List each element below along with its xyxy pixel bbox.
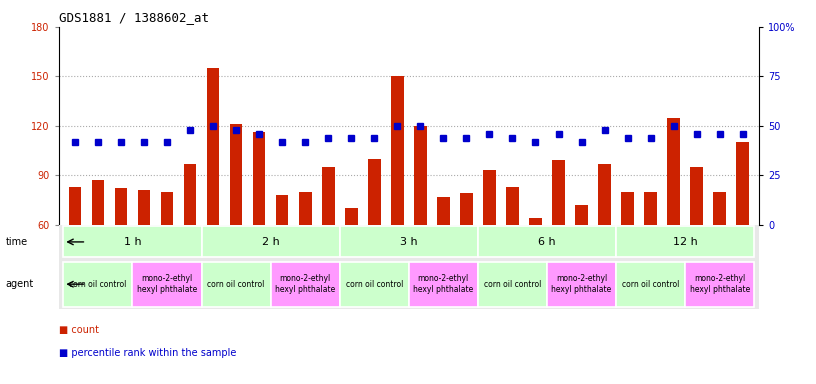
Bar [616,262,685,307]
Text: mono-2-ethyl
hexyl phthalate: mono-2-ethyl hexyl phthalate [690,274,750,294]
Bar [460,193,472,225]
Text: corn oil control: corn oil control [346,280,403,289]
Bar [529,218,542,225]
Bar [299,192,312,225]
Bar [64,227,202,258]
Text: mono-2-ethyl
hexyl phthalate: mono-2-ethyl hexyl phthalate [137,274,197,294]
Bar [161,192,173,225]
Bar [645,192,657,225]
Bar [437,197,450,225]
Text: time: time [6,237,28,247]
Bar [478,262,547,307]
Bar [414,126,427,225]
Bar [575,205,588,225]
Text: corn oil control: corn oil control [207,280,264,289]
Bar [690,167,703,225]
Bar [667,118,680,225]
Text: 1 h: 1 h [124,237,141,247]
Bar [64,262,132,307]
Bar [253,132,265,225]
Bar [598,164,611,225]
Bar [138,190,150,225]
Bar [552,161,565,225]
Text: 3 h: 3 h [400,237,418,247]
Text: 6 h: 6 h [539,237,556,247]
Text: corn oil control: corn oil control [69,280,126,289]
Bar [391,76,404,225]
Bar [202,227,339,258]
Bar [736,142,749,225]
Text: mono-2-ethyl
hexyl phthalate: mono-2-ethyl hexyl phthalate [413,274,473,294]
Text: ■ count: ■ count [59,325,99,335]
Bar [685,262,754,307]
Text: ■ percentile rank within the sample: ■ percentile rank within the sample [59,348,236,358]
Bar [271,262,339,307]
Bar [345,208,357,225]
Text: corn oil control: corn oil control [622,280,680,289]
Bar [409,262,478,307]
Bar [483,170,496,225]
Bar [69,187,82,225]
Bar [339,262,409,307]
Bar [322,167,335,225]
Bar [276,195,289,225]
Bar [202,262,271,307]
Bar [339,227,478,258]
Bar [621,192,634,225]
Text: 2 h: 2 h [262,237,280,247]
Text: corn oil control: corn oil control [484,280,541,289]
Bar [478,227,616,258]
Text: GDS1881 / 1388602_at: GDS1881 / 1388602_at [59,11,209,24]
Bar [206,68,220,225]
Bar [114,189,127,225]
Bar [616,227,754,258]
Bar [547,262,616,307]
Bar [230,124,242,225]
Bar [506,187,519,225]
Bar [184,164,197,225]
Text: agent: agent [6,279,34,289]
Bar [132,262,202,307]
Text: 12 h: 12 h [673,237,698,247]
Text: mono-2-ethyl
hexyl phthalate: mono-2-ethyl hexyl phthalate [552,274,612,294]
Text: mono-2-ethyl
hexyl phthalate: mono-2-ethyl hexyl phthalate [275,274,335,294]
Bar [91,180,104,225]
Bar [713,192,726,225]
Bar [368,159,380,225]
